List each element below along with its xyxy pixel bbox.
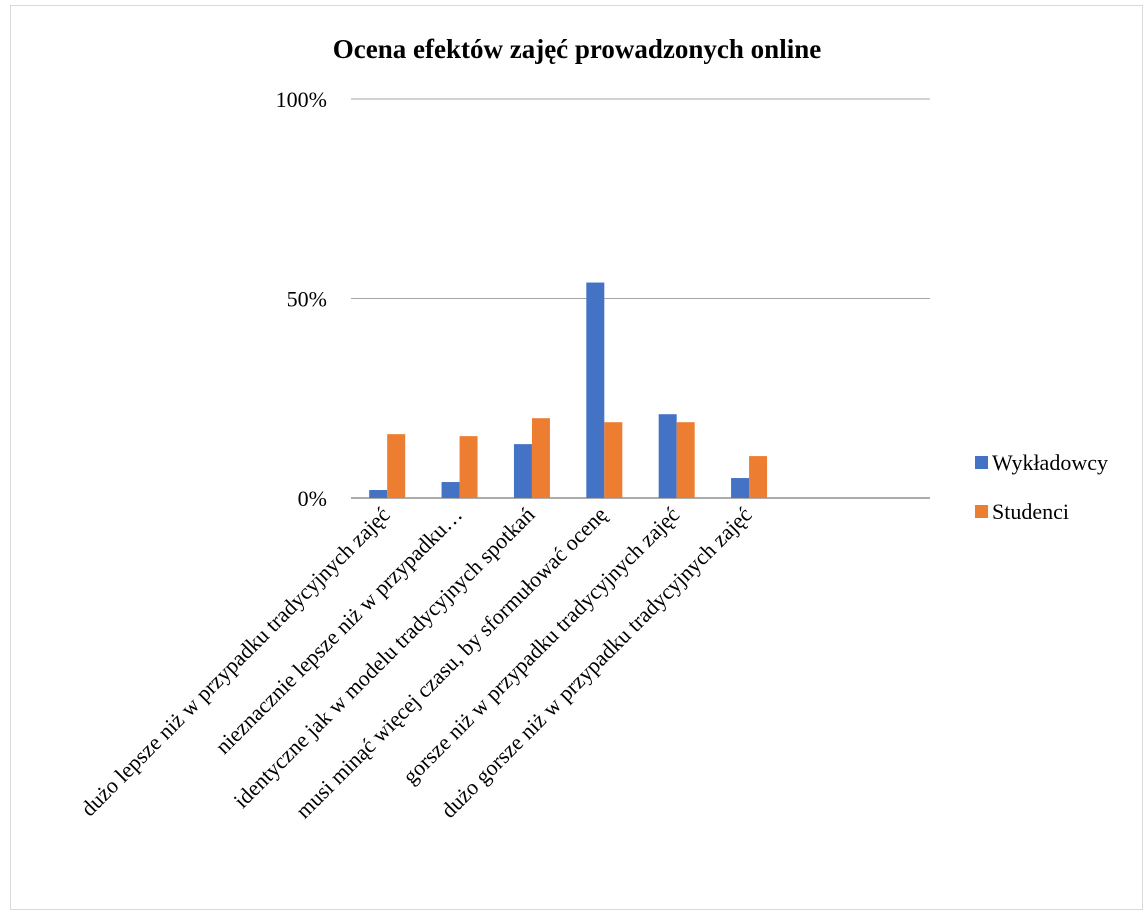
bar-wykladowcy-2 [441, 482, 460, 498]
legend-swatch-studenci [975, 505, 988, 518]
legend-label-wykladowcy: Wykładowcy [992, 450, 1108, 475]
chart-title: Ocena efektów zajęć prowadzonych online [333, 34, 821, 64]
y-tick-label: 0% [298, 486, 327, 511]
chart-frame [10, 5, 1143, 910]
bar-wykladowcy-3 [513, 444, 532, 498]
bar-studenci-5 [676, 422, 695, 498]
bar-wykladowcy-5 [658, 414, 677, 498]
bars [369, 282, 768, 498]
bar-wykladowcy-1 [369, 490, 388, 498]
y-tick-label: 100% [276, 87, 327, 112]
legend-swatch-wykladowcy [975, 456, 988, 469]
bar-studenci-3 [531, 418, 550, 498]
bar-studenci-1 [387, 434, 406, 498]
y-tick-label: 50% [287, 287, 327, 312]
y-axis-ticks: 0% 50% 100% [276, 87, 327, 511]
bar-wykladowcy-6 [731, 478, 750, 498]
bar-wykladowcy-4 [586, 282, 605, 498]
legend: Wykładowcy Studenci [975, 450, 1108, 524]
bar-studenci-6 [749, 456, 768, 498]
legend-label-studenci: Studenci [992, 499, 1069, 524]
bar-studenci-4 [604, 422, 623, 498]
bar-studenci-2 [459, 436, 478, 498]
gridlines [351, 98, 930, 499]
x-axis-tick-labels: dużo lepsze niż w przypadku tradycyjnych… [76, 502, 757, 824]
